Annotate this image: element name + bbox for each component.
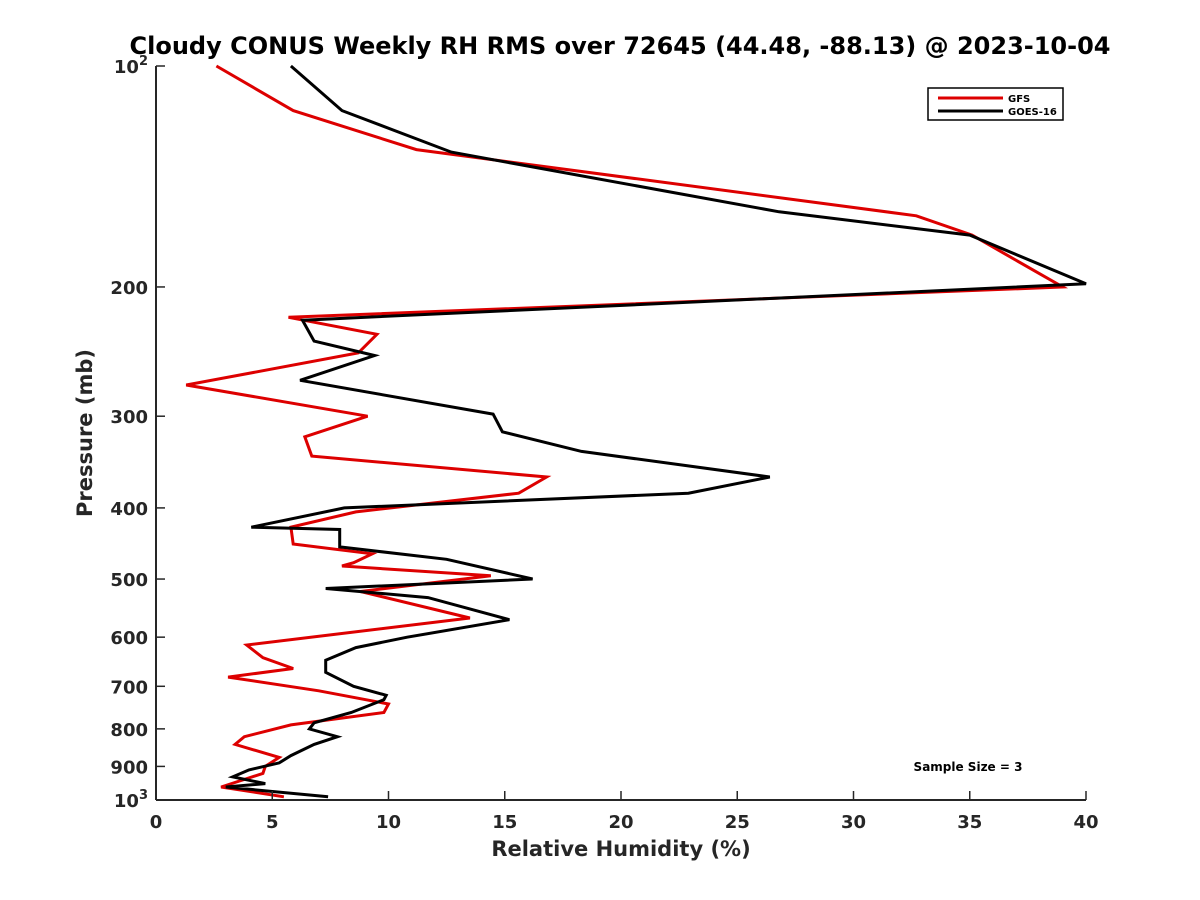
x-tick-label: 25 — [725, 812, 750, 833]
y-tick-label: 103 — [114, 788, 148, 812]
series-layer — [185, 64, 1087, 799]
x-tick-label: 5 — [266, 812, 279, 833]
plot-area — [156, 66, 1086, 800]
y-tick-label: 900 — [110, 757, 148, 778]
y-tick-label: 600 — [110, 628, 148, 649]
x-tick-label: 10 — [376, 812, 401, 833]
legend-box — [927, 87, 1064, 121]
y-tick-label: 800 — [110, 720, 148, 741]
y-tick-label: 700 — [110, 677, 148, 698]
y-tick-label: 500 — [110, 570, 148, 591]
series-line-goes-16 — [225, 64, 1087, 799]
y-tick-label: 400 — [110, 499, 148, 520]
series-line-gfs — [185, 64, 1069, 799]
x-tick-label: 20 — [608, 812, 633, 833]
legend-label-gfs: GFS — [1008, 94, 1030, 105]
x-tick-label: 30 — [841, 812, 866, 833]
legend: GFS GOES-16 — [927, 87, 1064, 121]
x-tick-label: 0 — [150, 812, 163, 833]
x-axis-label: Relative Humidity (%) — [491, 837, 750, 861]
y-axis-label: Pressure (mb) — [73, 349, 97, 517]
y-ticks: 102 200 300 400 500 600 700 800 900 103 — [110, 54, 165, 812]
y-tick-label: 200 — [110, 278, 148, 299]
x-tick-label: 15 — [492, 812, 517, 833]
y-tick-label: 300 — [110, 407, 148, 428]
x-ticks: 0 5 10 15 20 25 30 35 40 — [150, 791, 1099, 833]
x-tick-label: 40 — [1073, 812, 1098, 833]
sample-size-annotation: Sample Size = 3 — [914, 760, 1023, 774]
chart-title: Cloudy CONUS Weekly RH RMS over 72645 (4… — [130, 32, 1111, 60]
y-tick-label: 102 — [114, 54, 148, 78]
x-tick-label: 35 — [957, 812, 982, 833]
legend-label-goes-16: GOES-16 — [1008, 107, 1057, 118]
